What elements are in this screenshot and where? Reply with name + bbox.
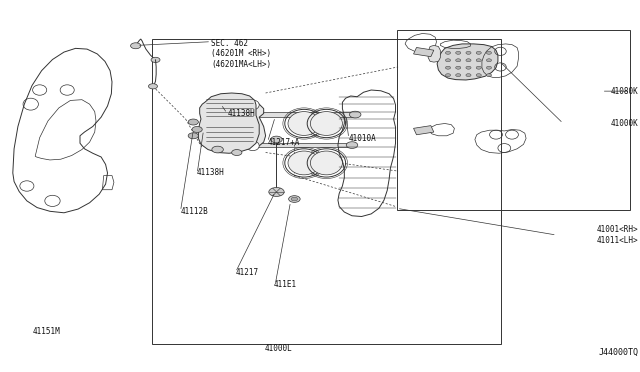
Circle shape (232, 150, 242, 155)
Polygon shape (413, 48, 434, 57)
Circle shape (466, 51, 471, 54)
Circle shape (289, 196, 300, 202)
Circle shape (486, 51, 492, 54)
Bar (250, 112, 355, 117)
Text: 41080K: 41080K (611, 87, 639, 96)
Circle shape (271, 136, 282, 143)
Circle shape (445, 51, 451, 54)
Text: 41138H: 41138H (197, 169, 225, 177)
Circle shape (148, 84, 157, 89)
Circle shape (291, 197, 298, 201)
Ellipse shape (288, 112, 320, 135)
Circle shape (241, 142, 252, 148)
Text: 41010A: 41010A (349, 134, 376, 143)
Polygon shape (413, 126, 434, 135)
Ellipse shape (310, 112, 342, 135)
Ellipse shape (216, 141, 229, 151)
Circle shape (466, 74, 471, 77)
Circle shape (456, 59, 461, 62)
Circle shape (456, 51, 461, 54)
Circle shape (445, 66, 451, 69)
Circle shape (188, 119, 198, 125)
Text: 411E1: 411E1 (274, 280, 297, 289)
Ellipse shape (288, 151, 320, 175)
Circle shape (466, 66, 471, 69)
Text: 41000K: 41000K (611, 119, 639, 128)
Circle shape (192, 126, 202, 132)
Bar (246, 143, 352, 147)
Text: 41001<RH>
41011<LH>: 41001<RH> 41011<LH> (597, 225, 639, 245)
Circle shape (456, 66, 461, 69)
Circle shape (212, 146, 223, 153)
Bar (152, 39, 501, 344)
Circle shape (476, 51, 481, 54)
Polygon shape (437, 44, 498, 80)
Ellipse shape (216, 100, 229, 110)
Circle shape (346, 142, 358, 148)
Circle shape (445, 74, 451, 77)
Polygon shape (204, 101, 266, 150)
Text: 41138H: 41138H (227, 109, 255, 118)
Text: 41217: 41217 (236, 268, 259, 277)
Circle shape (445, 59, 451, 62)
Circle shape (456, 74, 461, 77)
Circle shape (476, 59, 481, 62)
Circle shape (466, 59, 471, 62)
Circle shape (476, 74, 481, 77)
Circle shape (131, 43, 141, 49)
Text: SEC. 462
(46201M <RH>)
(46201MA<LH>): SEC. 462 (46201M <RH>) (46201MA<LH>) (211, 39, 271, 69)
Circle shape (486, 66, 492, 69)
Text: 41000L: 41000L (264, 344, 292, 353)
Circle shape (476, 66, 481, 69)
Text: 41112B: 41112B (180, 207, 208, 216)
Circle shape (349, 111, 361, 118)
Circle shape (188, 133, 198, 139)
Circle shape (269, 187, 284, 196)
Text: 41217+A: 41217+A (268, 138, 300, 147)
Bar (397, 30, 630, 210)
Circle shape (244, 111, 255, 118)
Text: J44000TQ: J44000TQ (599, 348, 639, 357)
Circle shape (486, 74, 492, 77)
Ellipse shape (246, 100, 259, 110)
Ellipse shape (246, 141, 259, 151)
Polygon shape (428, 45, 440, 62)
Ellipse shape (310, 151, 342, 175)
Text: 41151M: 41151M (32, 327, 60, 336)
Circle shape (151, 57, 160, 62)
Polygon shape (198, 93, 259, 153)
Circle shape (486, 59, 492, 62)
